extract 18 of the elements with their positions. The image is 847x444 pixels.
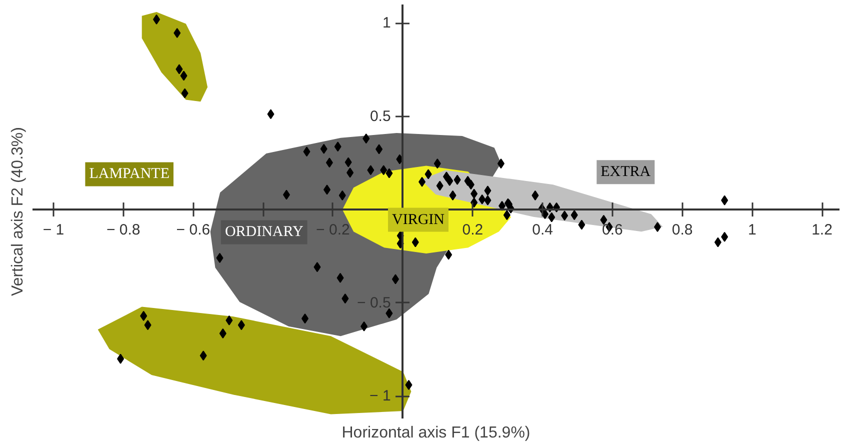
annotation: LAMPANTE xyxy=(89,166,170,182)
x-tick-label: − 0.8 xyxy=(106,222,140,239)
x-tick-label: − 0.6 xyxy=(176,222,210,239)
y-tick-label: 1 xyxy=(382,14,391,32)
annotation: VIRGIN xyxy=(392,212,445,228)
x-tick-label: 1 xyxy=(748,222,756,239)
x-tick-label: 0.6 xyxy=(602,222,623,239)
x-tick-label: 0.4 xyxy=(532,222,553,239)
x-tick-label: 0.8 xyxy=(672,222,693,239)
x-tick-label: 1.2 xyxy=(812,222,832,239)
x-tick-label: − 1 xyxy=(42,222,64,239)
x-tick-label: 0.2 xyxy=(462,222,484,239)
annotation: ORDINARY xyxy=(224,224,304,240)
x-axis-title: Horizontal axis F1 (15.9%) xyxy=(342,424,530,442)
y-tick-label: − 1 xyxy=(370,388,391,405)
y-tick-label: 0.5 xyxy=(370,108,391,125)
annotation: EXTRA xyxy=(600,164,651,180)
y-axis-title: Vertical axis F2 (40.3%) xyxy=(10,127,26,296)
